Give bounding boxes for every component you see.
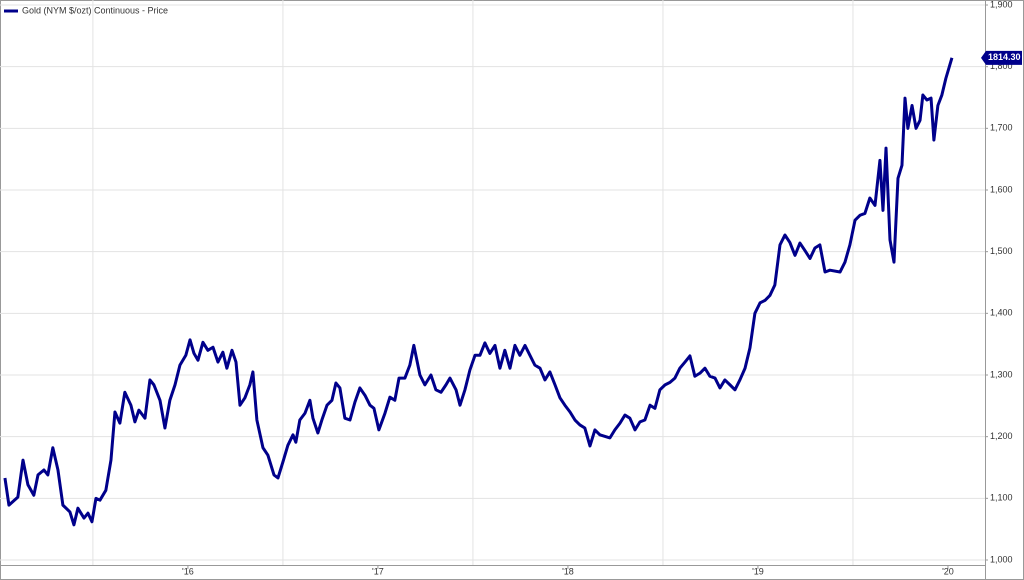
price-flag xyxy=(981,50,1022,65)
y-tick-label: 1,700 xyxy=(990,123,1013,133)
y-tick-label: 1,800 xyxy=(990,61,1013,71)
legend: Gold (NYM $/ozt) Continuous - Price xyxy=(4,5,168,15)
y-tick-label: 1,500 xyxy=(990,246,1013,256)
y-tick-label: 1,400 xyxy=(990,308,1013,318)
y-tick-label: 1,100 xyxy=(990,493,1013,503)
y-tick-label: 1,200 xyxy=(990,431,1013,441)
series-line xyxy=(3,57,954,527)
legend-label: Gold (NYM $/ozt) Continuous - Price xyxy=(22,5,168,15)
y-tick-label: 1,900 xyxy=(990,0,1013,9)
x-tick-label: '17 xyxy=(372,566,384,576)
x-tick-label: '19 xyxy=(752,566,764,576)
y-tick-label: 1,000 xyxy=(990,554,1013,564)
y-tick-label: 1,300 xyxy=(990,369,1013,379)
x-tick-label: '20 xyxy=(942,566,954,576)
price-flag-label: 1814.30 xyxy=(988,52,1021,62)
y-tick-label: 1,600 xyxy=(990,184,1013,194)
x-tick-label: '18 xyxy=(562,566,574,576)
x-tick-label: '16 xyxy=(182,566,194,576)
